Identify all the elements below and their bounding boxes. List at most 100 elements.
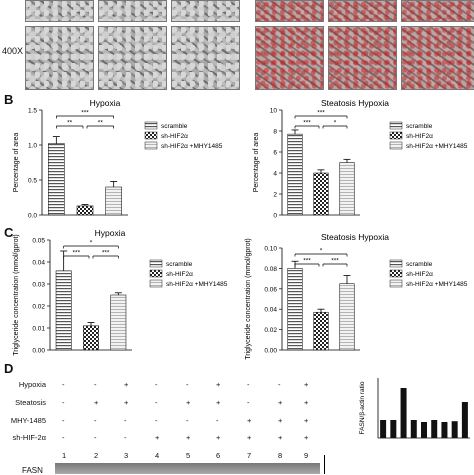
significance-mark: ***: [317, 110, 325, 117]
bar: [287, 133, 303, 216]
legend-swatch: [144, 121, 158, 130]
magnification-label: 400X: [2, 46, 24, 56]
legend-swatch: [149, 269, 163, 278]
panel-d-label: D: [4, 361, 14, 376]
y-tick-label: 2: [273, 192, 277, 199]
treatment-sign: +: [124, 380, 129, 389]
treatment-sign: -: [62, 416, 65, 425]
bar: [313, 172, 329, 216]
treatment-sign: +: [216, 380, 221, 389]
bar: [48, 143, 65, 216]
significance-mark: *: [320, 248, 323, 255]
ratio-bar: [380, 420, 387, 438]
micrograph-400x-2: [98, 26, 167, 90]
y-tick-label: 0.04: [264, 307, 277, 314]
y-tick-label: 1.0: [28, 143, 37, 150]
treatment-sign: +: [216, 398, 221, 407]
treatment-sign: +: [304, 398, 309, 407]
y-axis-label: Triglyceride concentration (mmol/gprot): [245, 238, 252, 360]
legend-swatch: [149, 279, 163, 288]
legend-label: sh-HIF2α +MHY1485: [161, 143, 223, 150]
legend-label: scramble: [166, 261, 193, 268]
y-tick-label: 0.06: [264, 286, 277, 293]
treatment-sign: -: [94, 416, 97, 425]
legend-swatch: [389, 269, 403, 278]
ratio-bar: [400, 388, 407, 438]
bar: [339, 162, 355, 216]
y-axis-label: Percentage of area: [13, 133, 20, 193]
y-tick-label: 8: [273, 129, 277, 136]
y-axis-label: Triglyceride concentration (mmol/gprot): [13, 234, 20, 356]
treatment-sign: -: [62, 380, 65, 389]
treatment-sign: -: [278, 380, 281, 389]
treatment-sign: +: [278, 398, 283, 407]
treatment-sign: -: [62, 433, 65, 442]
y-tick-label: 10: [270, 108, 278, 115]
ratio-bar: [421, 422, 427, 438]
y-tick-label: 0.5: [28, 178, 37, 185]
y-tick-label: 0.04: [32, 260, 45, 267]
treatment-row-label: sh-HIF-2α: [12, 433, 46, 442]
legend-swatch: [389, 141, 403, 150]
bar: [105, 186, 122, 216]
legend-swatch: [389, 131, 403, 140]
treatment-sign: +: [247, 416, 252, 425]
micrograph-400x-6: [401, 26, 474, 90]
lane-number: 1: [62, 451, 67, 460]
treatment-sign: -: [247, 398, 250, 407]
significance-mark: **: [67, 120, 73, 127]
treatment-sign: +: [278, 433, 283, 442]
y-tick-label: 0.02: [32, 304, 45, 311]
significance-mark: **: [98, 120, 104, 127]
treatment-sign: -: [62, 398, 65, 407]
chart-title: Steatosis Hypoxia: [321, 232, 389, 242]
legend-swatch: [144, 141, 158, 150]
legend-label: sh-HIF2α: [406, 133, 433, 140]
treatment-sign: -: [155, 416, 158, 425]
y-tick-label: 0.03: [32, 282, 45, 289]
micrograph-top-5: [328, 0, 397, 22]
significance-mark: ***: [81, 110, 89, 117]
ratio-bar: [390, 420, 397, 438]
y-tick-label: 0.0: [28, 213, 37, 220]
micrograph-400x-4: [255, 26, 324, 90]
bar: [76, 205, 94, 216]
treatment-sign: +: [247, 433, 252, 442]
y-tick-label: 0.08: [264, 266, 277, 273]
lane-number: 2: [94, 451, 99, 460]
fasn-side-line: [324, 455, 325, 474]
ratio-y-label: FASN/β-actin ratio: [359, 381, 366, 434]
legend-label: sh-HIF2α +MHY1485: [166, 281, 228, 288]
significance-mark: ***: [73, 250, 81, 257]
y-tick-label: 4: [273, 171, 277, 178]
chart-title: Hypoxia: [90, 98, 121, 108]
treatment-sign: +: [186, 398, 191, 407]
micrograph-top-1: [25, 0, 94, 22]
y-tick-label: 0.01: [32, 326, 45, 333]
legend-label: sh-HIF2α +MHY1485: [406, 143, 468, 150]
legend-label: scramble: [406, 261, 433, 268]
y-axis-label: Percentage of area: [253, 133, 260, 193]
fasn-blot-image: [55, 463, 320, 474]
ratio-bar: [441, 422, 448, 438]
lane-number: 9: [304, 451, 309, 460]
chart-title: Steatosis Hypoxia: [321, 98, 389, 108]
treatment-sign: -: [124, 433, 127, 442]
treatment-sign: -: [247, 380, 250, 389]
y-tick-label: 0.02: [264, 327, 277, 334]
micrograph-top-6: [401, 0, 474, 22]
legend-label: sh-HIF2α: [161, 133, 188, 140]
treatment-sign: -: [186, 416, 189, 425]
significance-mark: ***: [102, 250, 110, 257]
chart-title: Hypoxia: [95, 228, 126, 238]
treatment-sign: +: [216, 433, 221, 442]
legend-swatch: [389, 279, 403, 288]
micrograph-400x-5: [328, 26, 397, 90]
y-tick-label: 0: [273, 213, 277, 220]
lane-number: 5: [186, 451, 191, 460]
bar: [287, 268, 303, 351]
treatment-row-label: Steatosis: [15, 398, 46, 407]
chart-3: Hypoxia 0.00 0.01 0.02 0.03 0.04 0.05 Triglycer…: [13, 228, 228, 356]
